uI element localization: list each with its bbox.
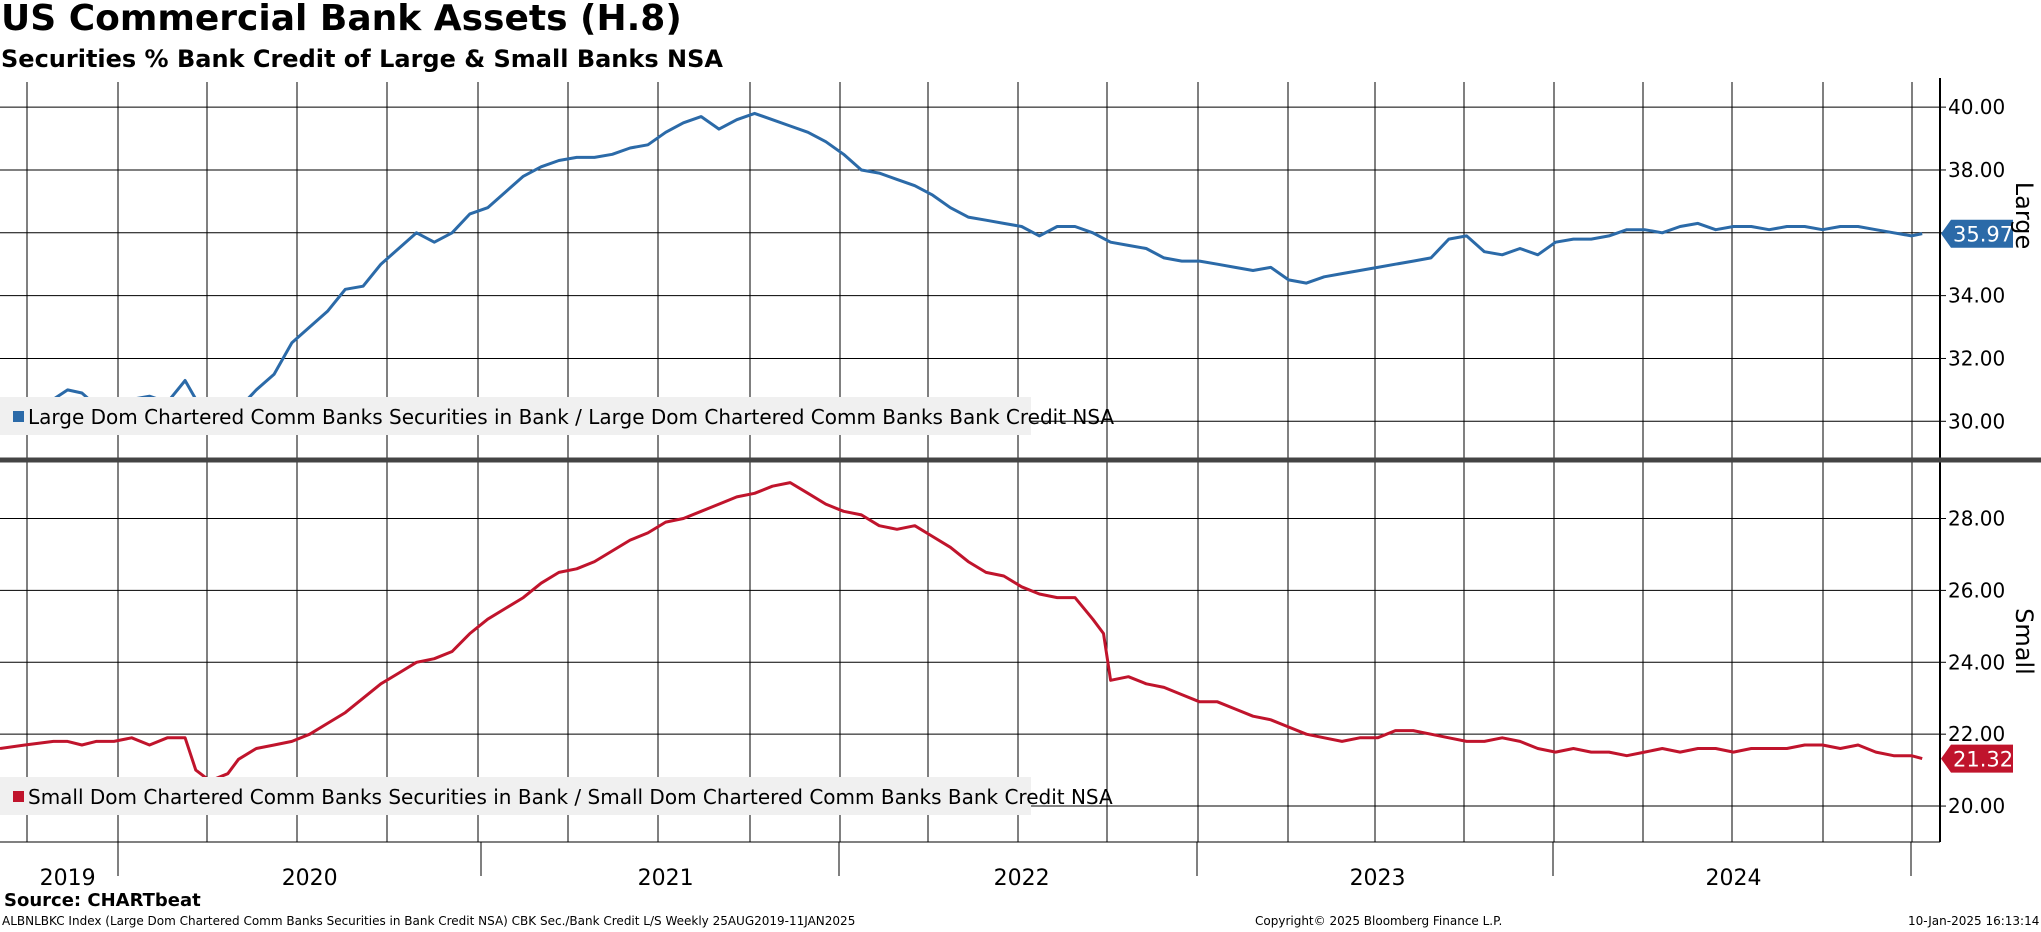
x-year-label: 2024 bbox=[1706, 866, 1762, 891]
footer-timestamp: 10-Jan-2025 16:13:14 bbox=[1908, 914, 2040, 928]
large-legend-swatch bbox=[13, 411, 24, 422]
chart-title: US Commercial Bank Assets (H.8) bbox=[1, 0, 682, 39]
source-label: Source: CHARTbeat bbox=[4, 890, 201, 911]
small-panel-label: Small bbox=[2010, 608, 2038, 675]
small-legend-text: Small Dom Chartered Comm Banks Securitie… bbox=[28, 785, 1113, 809]
footer-ticker-info: ALBNLBKC Index (Large Dom Chartered Comm… bbox=[2, 914, 856, 928]
large-y-tick-label: 38.00 bbox=[1948, 158, 2005, 182]
small-y-tick-label: 22.00 bbox=[1948, 722, 2005, 746]
large-panel-label: Large bbox=[2010, 182, 2038, 250]
large-legend-text: Large Dom Chartered Comm Banks Securitie… bbox=[28, 405, 1114, 429]
small-last-value-label: 21.32 bbox=[1953, 748, 2013, 772]
large-legend-background bbox=[0, 397, 1031, 435]
large-y-tick-label: 30.00 bbox=[1948, 409, 2005, 433]
small-y-tick-label: 20.00 bbox=[1948, 794, 2005, 818]
small-legend-background bbox=[0, 777, 1031, 815]
x-year-label: 2022 bbox=[994, 866, 1050, 891]
x-year-label: 2021 bbox=[638, 866, 694, 891]
x-year-label: 2019 bbox=[40, 866, 96, 891]
small-y-tick-label: 26.00 bbox=[1948, 578, 2005, 602]
small-y-tick-label: 28.00 bbox=[1948, 507, 2005, 531]
large-last-value-badge bbox=[1941, 219, 2013, 248]
x-year-label: 2020 bbox=[282, 866, 338, 891]
small-last-value-badge bbox=[1941, 744, 2013, 773]
chart-subtitle: Securities % Bank Credit of Large & Smal… bbox=[1, 45, 723, 73]
large-last-value-label: 35.97 bbox=[1953, 223, 2013, 247]
small-legend-swatch bbox=[13, 791, 24, 802]
large-series-line bbox=[0, 111, 1923, 414]
large-y-tick-label: 40.00 bbox=[1948, 95, 2005, 119]
small-series-line bbox=[0, 481, 1923, 783]
large-y-tick-label: 34.00 bbox=[1948, 284, 2005, 308]
footer-copyright: Copyright© 2025 Bloomberg Finance L.P. bbox=[1255, 914, 1503, 928]
large-y-tick-label: 32.00 bbox=[1948, 346, 2005, 370]
small-y-tick-label: 24.00 bbox=[1948, 650, 2005, 674]
x-year-label: 2023 bbox=[1350, 866, 1406, 891]
